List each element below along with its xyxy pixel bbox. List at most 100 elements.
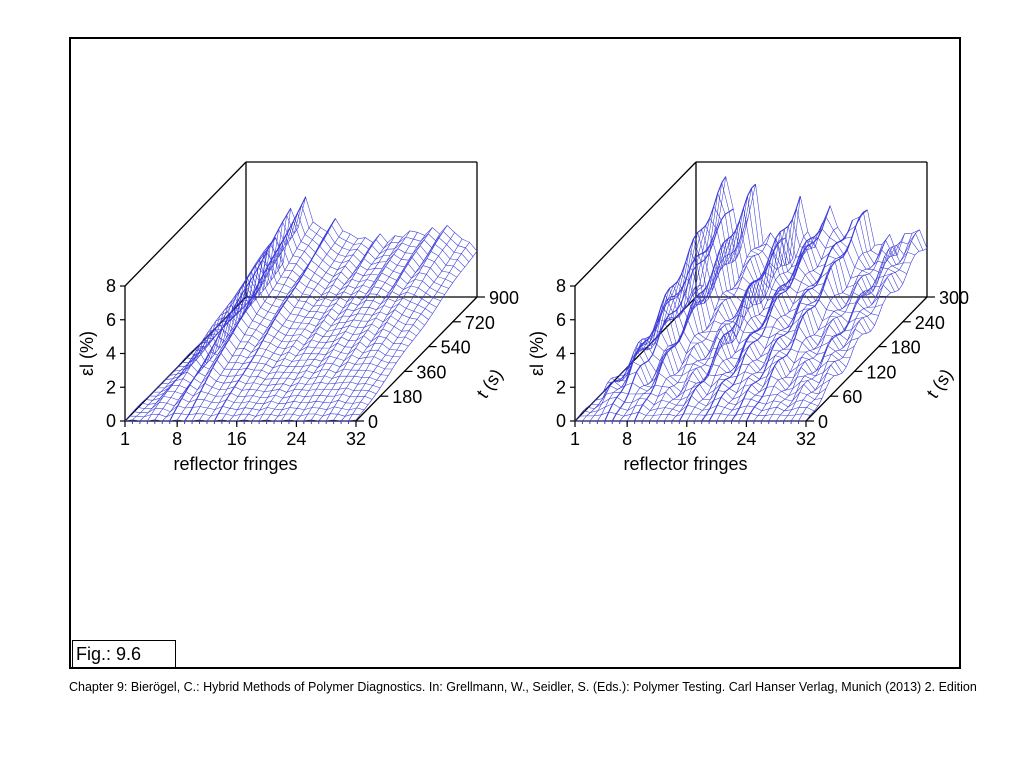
mesh-time-line bbox=[583, 403, 815, 413]
series-fringe-22 bbox=[731, 220, 854, 422]
mesh-time-line bbox=[599, 371, 831, 397]
z-axis-title: εl (%) bbox=[527, 331, 547, 376]
x-tick-label: 16 bbox=[227, 429, 247, 449]
series-fringe-17 bbox=[243, 237, 366, 421]
series-fringe-18 bbox=[701, 222, 824, 422]
series-fringe-19 bbox=[708, 205, 831, 422]
x-tick-label: 8 bbox=[622, 429, 632, 449]
surface-mesh bbox=[574, 176, 928, 422]
t-tick-label: 240 bbox=[915, 313, 945, 333]
series-fringe-16 bbox=[686, 231, 809, 422]
series-fringe-4 bbox=[147, 245, 269, 422]
mesh-time-line bbox=[173, 332, 405, 372]
x-axis-title: reflector fringes bbox=[623, 454, 747, 474]
t-tick-label: 0 bbox=[818, 412, 828, 432]
z-tick-label: 4 bbox=[556, 344, 566, 364]
mesh-time-line bbox=[591, 387, 823, 405]
mesh-time-line bbox=[675, 224, 907, 318]
mesh-time-line bbox=[611, 343, 843, 383]
z-tick-label: 2 bbox=[106, 377, 116, 397]
series-fringe-29 bbox=[333, 232, 455, 421]
series-fringe-28 bbox=[325, 225, 448, 421]
t-axis-line bbox=[805, 296, 928, 422]
series-fringe-30 bbox=[790, 233, 913, 422]
mesh-time-line bbox=[627, 317, 859, 368]
z-tick-label: 6 bbox=[556, 310, 566, 330]
x-tick-label: 32 bbox=[796, 429, 816, 449]
mesh-time-line bbox=[647, 281, 879, 347]
series-fringe-25 bbox=[753, 245, 876, 422]
series-fringe-20 bbox=[716, 227, 838, 422]
t-tick-label: 540 bbox=[441, 338, 471, 358]
mesh-time-line bbox=[197, 285, 429, 347]
series-fringe-14 bbox=[671, 258, 794, 422]
t-tick-label: 0 bbox=[368, 412, 378, 432]
series-fringe-9 bbox=[184, 196, 307, 422]
mesh-time-line bbox=[185, 309, 417, 360]
z-tick-label: 8 bbox=[106, 276, 116, 296]
z-tick-label: 0 bbox=[106, 411, 116, 431]
top-left-edge bbox=[124, 161, 247, 287]
mesh-time-line bbox=[137, 398, 369, 409]
mesh-time-line bbox=[205, 269, 437, 339]
mesh-time-line bbox=[671, 228, 904, 320]
series-fringe-31 bbox=[798, 229, 920, 422]
t-tick-label: 120 bbox=[866, 362, 896, 382]
mesh-time-line bbox=[189, 301, 421, 356]
t-tick-label: 180 bbox=[392, 387, 422, 407]
x-axis-title: reflector fringes bbox=[173, 454, 297, 474]
z-tick-label: 8 bbox=[556, 276, 566, 296]
mesh-time-line bbox=[165, 345, 397, 380]
series-fringe-25 bbox=[303, 235, 426, 421]
series-fringe-32 bbox=[355, 250, 478, 421]
series-fringe-3 bbox=[139, 286, 262, 422]
series-fringe-6 bbox=[162, 262, 284, 422]
series-fringe-2 bbox=[132, 296, 254, 421]
mesh-time-line bbox=[643, 284, 875, 350]
series-fringe-12 bbox=[206, 232, 329, 422]
x-tick-label: 1 bbox=[570, 429, 580, 449]
mesh-time-line bbox=[241, 204, 474, 302]
series-fringe-22 bbox=[281, 237, 403, 421]
mesh-time-line bbox=[193, 293, 425, 351]
mesh-time-line bbox=[578, 411, 811, 417]
mesh-time-line bbox=[221, 241, 453, 323]
mesh-time-line bbox=[607, 350, 839, 384]
mesh-time-line bbox=[245, 195, 478, 298]
t-tick-label: 900 bbox=[489, 288, 519, 308]
mesh-time-line bbox=[225, 235, 457, 318]
series-fringe-7 bbox=[169, 208, 292, 422]
series-fringe-23 bbox=[288, 230, 411, 421]
mesh-time-line bbox=[201, 277, 433, 343]
surface-mesh bbox=[124, 195, 478, 422]
t-axis-line bbox=[355, 296, 478, 422]
x-tick-label: 1 bbox=[120, 429, 130, 449]
series-fringe-23 bbox=[738, 216, 861, 422]
x-tick-label: 8 bbox=[172, 429, 182, 449]
series-fringe-15 bbox=[678, 195, 801, 422]
mesh-time-line bbox=[602, 360, 835, 393]
mesh-time-line bbox=[161, 352, 393, 385]
series-fringe-18 bbox=[251, 242, 373, 422]
mesh-time-line bbox=[639, 287, 871, 351]
series-fringe-16 bbox=[236, 238, 359, 422]
mesh-time-line bbox=[181, 317, 413, 363]
series-fringe-30 bbox=[340, 238, 463, 422]
series-fringe-20 bbox=[266, 242, 388, 421]
mesh-time-line bbox=[659, 248, 891, 335]
top-left-edge bbox=[574, 161, 697, 287]
series-fringe-6 bbox=[611, 208, 734, 422]
x-tick-label: 24 bbox=[286, 429, 306, 449]
mesh-time-line bbox=[635, 294, 867, 355]
series-fringe-15 bbox=[229, 233, 351, 422]
figure-label: Fig.: 9.6 bbox=[72, 640, 176, 668]
series-fringe-29 bbox=[783, 233, 905, 422]
mesh-time-line bbox=[615, 340, 847, 381]
series-fringe-10 bbox=[641, 243, 764, 422]
series-fringe-27 bbox=[318, 233, 440, 422]
z-axis-title: εl (%) bbox=[77, 331, 97, 376]
mesh-time-line bbox=[124, 419, 357, 422]
series-fringe-11 bbox=[649, 232, 771, 422]
series-fringe-2 bbox=[582, 285, 704, 422]
